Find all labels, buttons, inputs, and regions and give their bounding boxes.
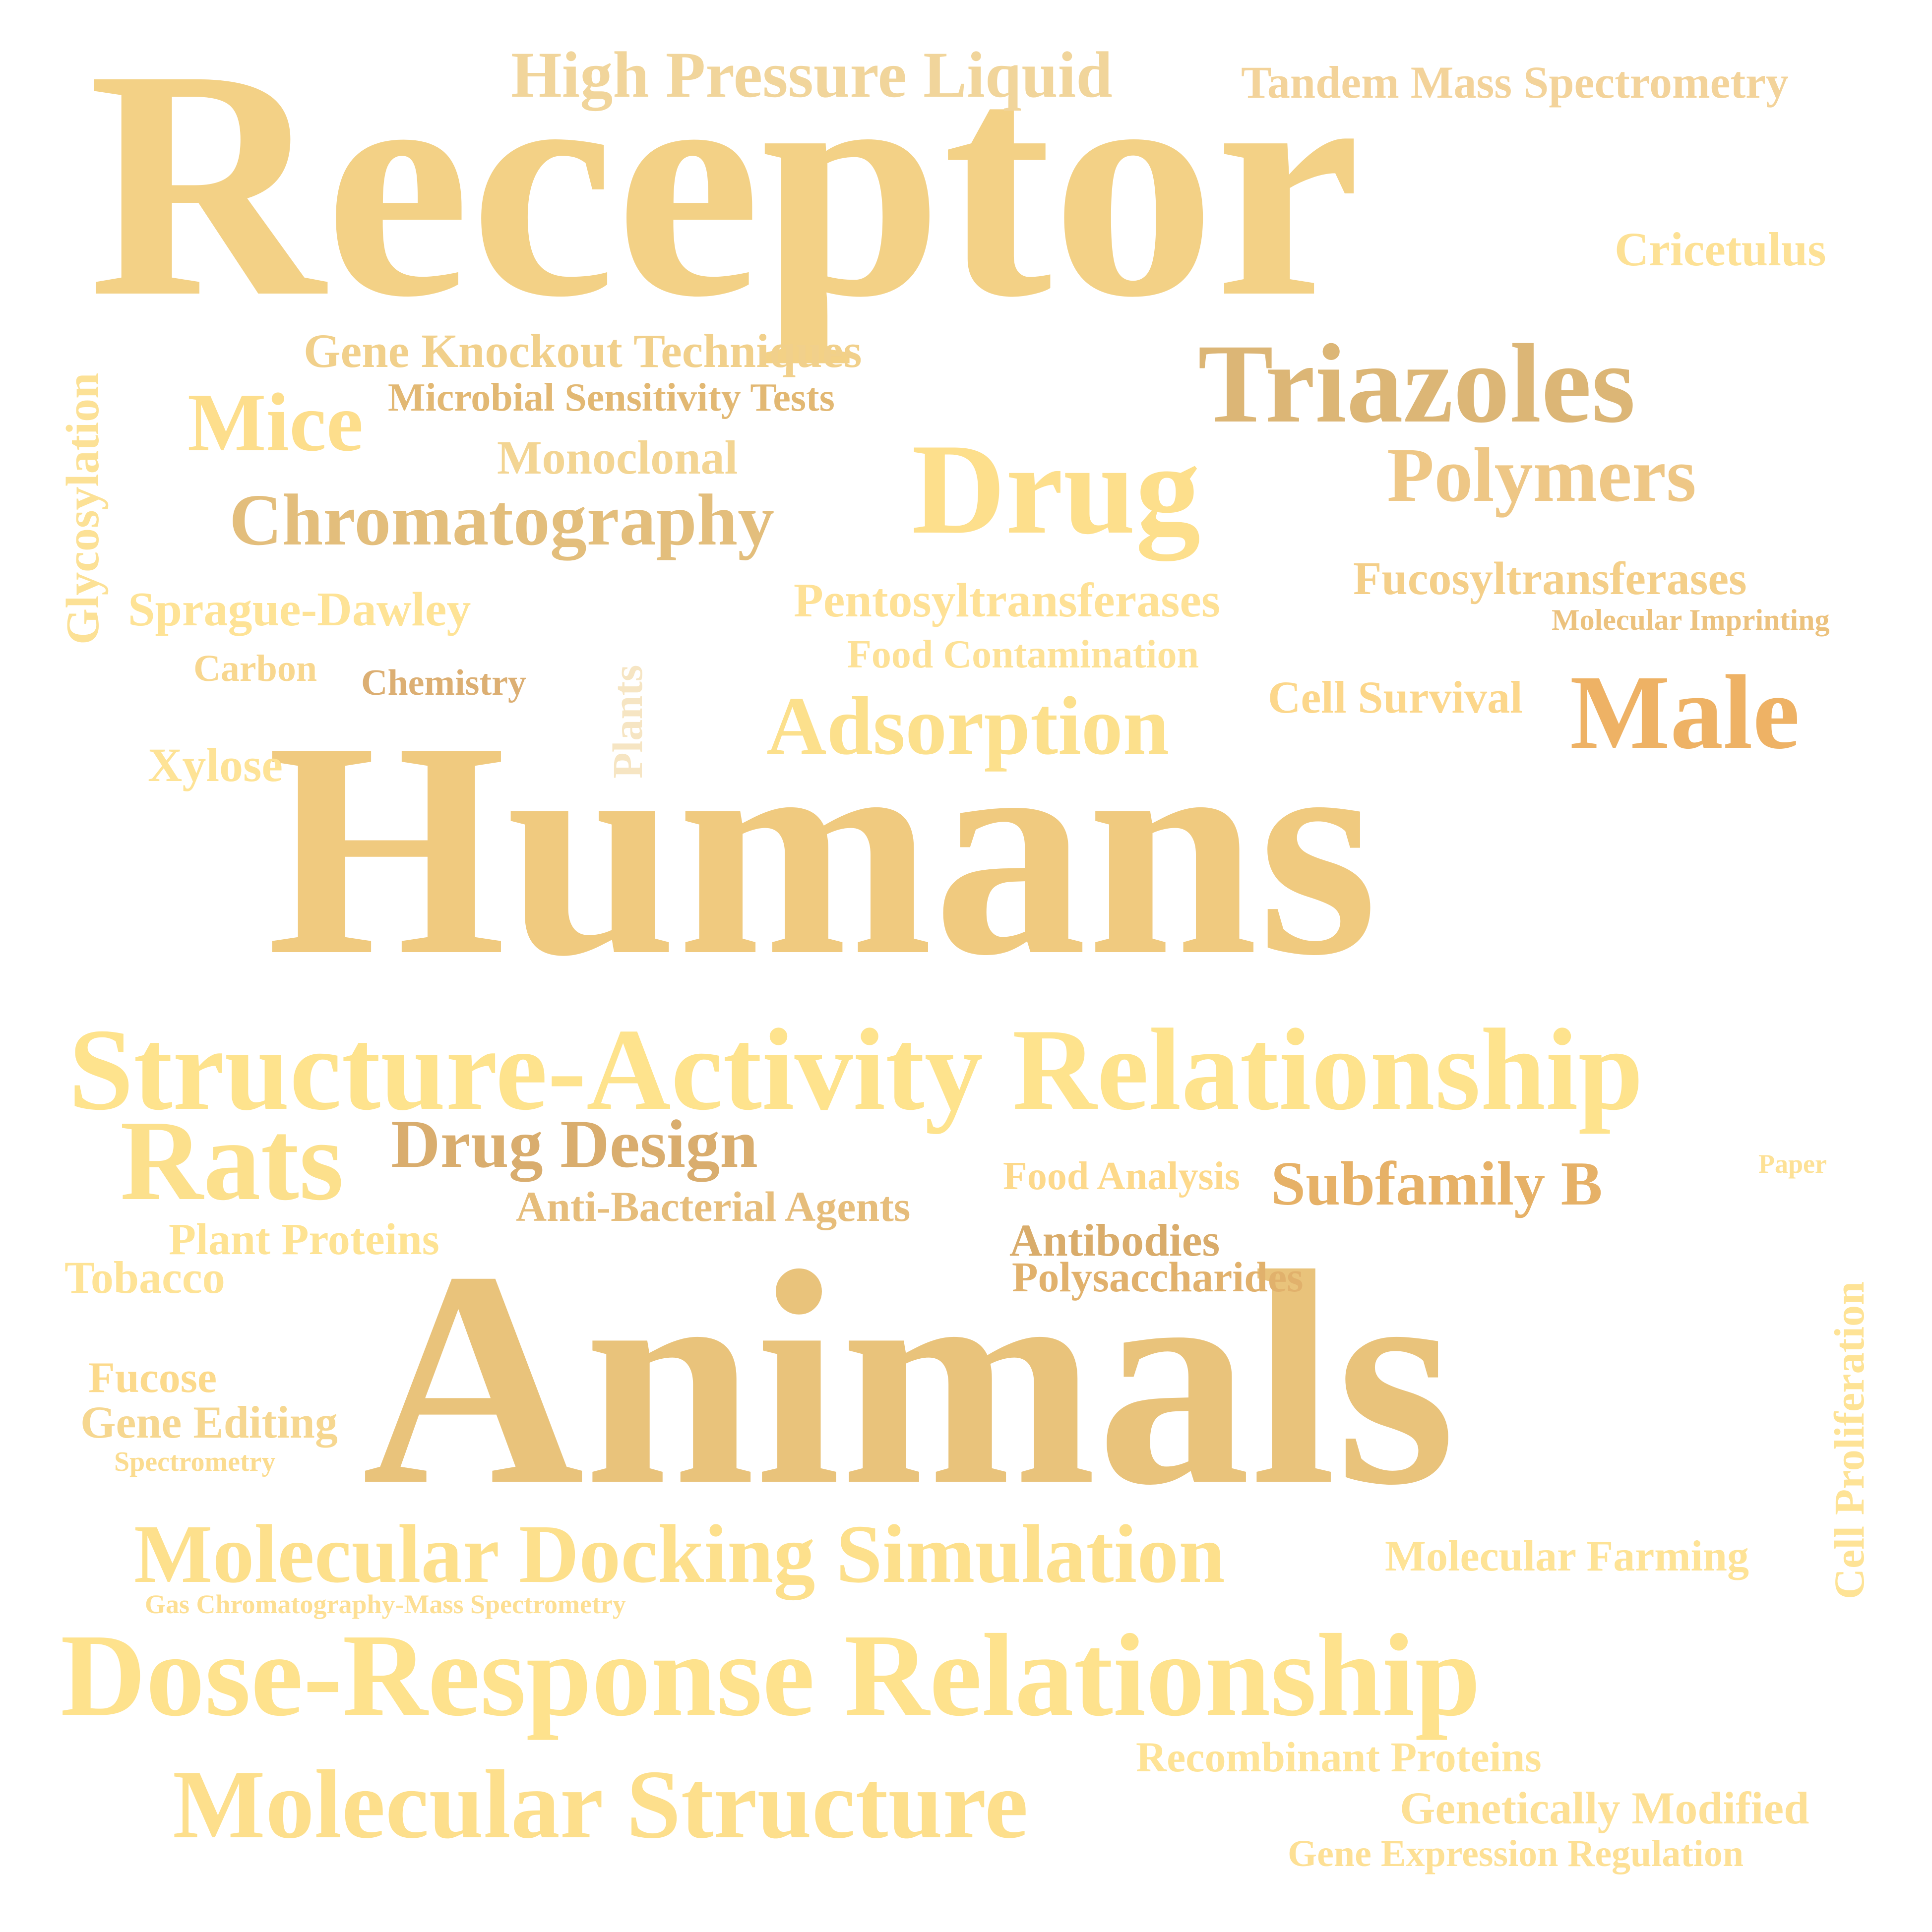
- word-anti-bacterial-agents: Anti-Bacterial Agents: [516, 1183, 911, 1230]
- word-drug: Drug: [912, 417, 1201, 561]
- word-food-analysis: Food Analysis: [1003, 1154, 1240, 1198]
- word-molecular-structure: Molecular Structure: [173, 1750, 1028, 1859]
- word-molecular-docking-simulation: Molecular Docking Simulation: [134, 1508, 1225, 1600]
- word-microbial-sensitivity-tests: Microbial Sensitivity Tests: [388, 376, 835, 420]
- word-plants: Plants: [604, 664, 651, 779]
- word-sprague-dawley: Sprague-Dawley: [128, 583, 471, 636]
- word-polymers: Polymers: [1387, 432, 1696, 518]
- word-gene-knockout-techniques: Gene Knockout Techniques: [304, 324, 862, 377]
- word-gas-chromatography-mass-spectrometry: Gas Chromatography-Mass Spectrometry: [145, 1589, 626, 1619]
- word-rats: Rats: [120, 1097, 344, 1224]
- word-recombinant-proteins: Recombinant Proteins: [1136, 1733, 1542, 1781]
- word-male: Male: [1570, 654, 1800, 771]
- word-tandem-mass-spectrometry: Tandem Mass Spectrometry: [1241, 57, 1789, 108]
- word-pentosyltransferases: Pentosyltransferases: [794, 574, 1221, 627]
- word-xylose: Xylose: [148, 738, 283, 791]
- word-cricetulus: Cricetulus: [1615, 223, 1826, 276]
- word-humans: Humans: [267, 679, 1378, 1019]
- word-genetically-modified: Genetically Modified: [1400, 1783, 1809, 1833]
- word-paper: Paper: [1758, 1149, 1827, 1179]
- word-structure-activity-relationship: Structure-Activity Relationship: [68, 1005, 1643, 1135]
- word-cell-proliferation: Cell Proliferation: [1825, 1281, 1873, 1599]
- word-spectrometry: Spectrometry: [114, 1447, 276, 1477]
- word-dose-response-relationship: Dose-Response Relationship: [61, 1610, 1481, 1741]
- word-high-pressure-liquid: High Pressure Liquid: [511, 38, 1113, 111]
- word-mice: Mice: [187, 376, 364, 469]
- word-fucosyltransferases: Fucosyltransferases: [1353, 553, 1747, 604]
- word-subfamily-b: Subfamily B: [1271, 1149, 1603, 1218]
- word-polysaccharides: Polysaccharides: [1012, 1253, 1304, 1301]
- word-receptor: Receptor: [88, 2, 1361, 364]
- word-adsorption: Adsorption: [766, 680, 1170, 772]
- word-plant-proteins: Plant Proteins: [169, 1215, 439, 1264]
- word-monoclonal: Monoclonal: [497, 431, 738, 484]
- word-triazoles: Triazoles: [1198, 321, 1636, 446]
- word-molecular-imprinting: Molecular Imprinting: [1552, 604, 1830, 636]
- word-antibodies: Antibodies: [1009, 1215, 1220, 1266]
- word-tobacco: Tobacco: [64, 1252, 225, 1303]
- word-gene-expression-regulation: Gene Expression Regulation: [1288, 1833, 1744, 1874]
- word-animals: Animals: [362, 1208, 1456, 1549]
- word-chromatography: Chromatography: [229, 480, 775, 561]
- word-drug-design: Drug Design: [391, 1106, 758, 1182]
- word-gene-editing: Gene Editing: [80, 1397, 338, 1448]
- word-food-contamination: Food Contamination: [847, 633, 1199, 676]
- word-glycosylation: Glycosylation: [57, 372, 109, 645]
- word-fucose: Fucose: [88, 1354, 217, 1402]
- word-cell-survival: Cell Survival: [1268, 672, 1523, 723]
- word-carbon: Carbon: [193, 648, 317, 689]
- word-chemistry: Chemistry: [361, 663, 526, 703]
- word-molecular-farming: Molecular Farming: [1385, 1532, 1749, 1580]
